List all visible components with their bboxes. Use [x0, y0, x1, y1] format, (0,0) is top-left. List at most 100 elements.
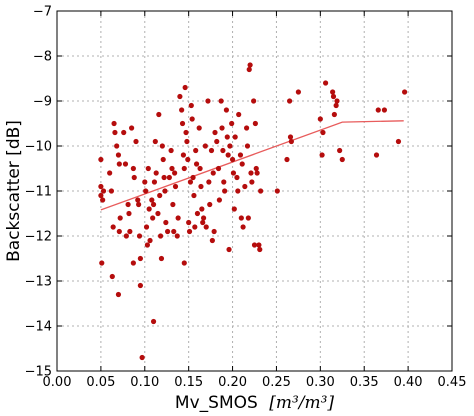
data-point [205, 98, 211, 104]
data-point [193, 147, 199, 154]
data-point [330, 89, 336, 95]
data-point [333, 102, 339, 109]
data-point [337, 147, 343, 154]
data-point [210, 170, 216, 176]
data-point [197, 165, 203, 172]
data-point [219, 125, 225, 131]
data-point [249, 179, 255, 185]
data-point [179, 120, 186, 127]
data-point [226, 246, 232, 253]
data-point [186, 219, 192, 226]
data-point [203, 224, 209, 230]
data-point [112, 129, 118, 136]
x-axis-title: Mv_SMOS [m³/m³] [175, 393, 334, 413]
data-point [184, 138, 190, 145]
data-point [256, 242, 262, 248]
data-point [224, 134, 230, 140]
data-point [245, 215, 251, 221]
data-point [218, 98, 224, 104]
data-point [121, 129, 127, 136]
data-point [146, 206, 152, 212]
data-point [123, 233, 129, 239]
data-point [216, 197, 222, 203]
data-point [375, 107, 381, 113]
y-axis-title: Backscatter [dB] [4, 120, 24, 262]
data-point [152, 138, 158, 145]
data-point [244, 143, 251, 149]
data-point [172, 183, 179, 190]
x-tick-label: 0.10 [130, 375, 159, 390]
x-tick-label: 0.05 [86, 375, 115, 390]
data-point [163, 219, 169, 226]
y-tick-label: −7 [33, 5, 52, 20]
data-point [193, 161, 200, 167]
data-point [319, 152, 325, 158]
data-point [115, 291, 122, 298]
data-point [130, 260, 136, 266]
data-point [136, 233, 143, 239]
data-point [231, 206, 237, 212]
data-point [239, 161, 245, 167]
data-point [183, 129, 189, 136]
data-point [373, 152, 380, 158]
data-point [235, 188, 241, 194]
data-point [257, 246, 263, 253]
data-point [143, 224, 150, 230]
data-point [147, 237, 153, 244]
y-tick-label: −15 [25, 365, 52, 380]
data-point [187, 179, 194, 185]
data-point [221, 179, 227, 185]
data-point [111, 120, 117, 127]
data-point [212, 129, 218, 136]
data-point [274, 188, 280, 194]
data-point [238, 215, 244, 221]
data-point [181, 260, 187, 266]
x-tick-labels: 0.00 0.05 0.10 0.15 0.20 0.25 0.30 0.35 0.40 0.45 [43, 375, 467, 390]
data-point [127, 228, 133, 235]
data-point [159, 143, 165, 149]
data-point [252, 120, 258, 127]
data-point [227, 143, 233, 149]
data-point [225, 152, 231, 158]
data-point [199, 206, 205, 212]
data-point [246, 66, 252, 73]
data-point [99, 260, 105, 266]
data-point [157, 192, 163, 199]
data-point [220, 147, 226, 154]
data-point [234, 174, 240, 181]
data-point [189, 116, 195, 122]
x-axis-title-name: Mv_SMOS [175, 393, 258, 413]
data-point [202, 143, 208, 149]
data-point [214, 138, 220, 145]
y-tick-label: −11 [25, 185, 52, 200]
data-point [192, 224, 198, 230]
data-point [115, 152, 122, 158]
data-point [171, 228, 177, 235]
data-point [284, 156, 290, 163]
data-point [331, 111, 337, 118]
data-point [232, 134, 238, 140]
data-point [287, 134, 294, 140]
data-point [155, 210, 161, 217]
data-point [251, 98, 257, 104]
data-point [98, 183, 104, 190]
data-point [209, 237, 215, 244]
data-point [137, 255, 143, 262]
data-point [122, 161, 129, 167]
data-point [162, 188, 168, 194]
data-point [244, 125, 250, 131]
data-point [395, 138, 402, 145]
data-point [177, 93, 183, 100]
data-point [166, 174, 172, 181]
data-point [114, 143, 120, 149]
data-point [153, 170, 159, 176]
data-point [288, 138, 294, 145]
data-point [215, 165, 222, 172]
data-point [151, 179, 158, 185]
y-tick-label: −13 [25, 275, 52, 290]
data-point [208, 147, 215, 154]
data-point [150, 215, 156, 221]
data-point [200, 215, 207, 221]
data-point [240, 224, 246, 230]
x-tick-label: 0.35 [350, 375, 379, 390]
